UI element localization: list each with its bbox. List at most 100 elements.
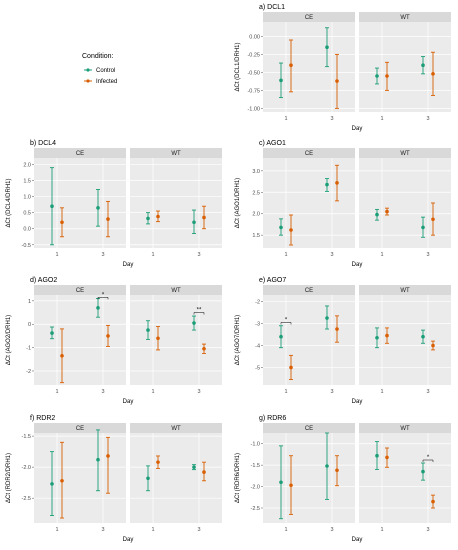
facet-label: WT bbox=[400, 15, 410, 21]
plot-area bbox=[34, 433, 126, 523]
mean-marker bbox=[289, 365, 293, 370]
point-control-day1 bbox=[279, 218, 283, 236]
x-tick-label: 1 bbox=[151, 527, 154, 533]
plot-area bbox=[263, 433, 355, 523]
x-tick-label: 3 bbox=[330, 389, 333, 395]
y-tick-label: -1.00 bbox=[247, 106, 260, 112]
mean-marker bbox=[146, 216, 150, 221]
y-tick-label: -2 bbox=[26, 369, 31, 375]
x-tick-label: 3 bbox=[197, 389, 200, 395]
facet-label: CE bbox=[305, 288, 313, 294]
point-infected-day1 bbox=[385, 447, 389, 468]
x-tick-label: 3 bbox=[426, 527, 429, 533]
facet-strip bbox=[263, 423, 355, 433]
x-axis-label: Day bbox=[123, 399, 134, 405]
panel-title: a) DCL1 bbox=[259, 4, 285, 11]
y-tick-label: -1.5 bbox=[22, 434, 31, 440]
point-infected-day1 bbox=[156, 210, 160, 223]
significance-label: * bbox=[285, 317, 288, 323]
x-tick-label: 3 bbox=[197, 252, 200, 258]
panel-title: c) AGO1 bbox=[259, 140, 286, 147]
mean-marker bbox=[421, 334, 425, 339]
y-axis-label: ΔCt (RDR2/DRH1) bbox=[6, 453, 12, 503]
mean-marker bbox=[192, 321, 196, 325]
mean-marker bbox=[279, 334, 283, 339]
facet-ce: CE 1 3 bbox=[263, 423, 355, 533]
mean-marker bbox=[96, 457, 100, 462]
facet-strip bbox=[359, 12, 451, 22]
facet-strip bbox=[263, 285, 355, 295]
mean-marker bbox=[60, 220, 64, 225]
point-control-day1 bbox=[146, 320, 150, 340]
bracket-line bbox=[280, 322, 292, 325]
mean-marker bbox=[431, 499, 435, 504]
x-tick-label: 1 bbox=[380, 389, 383, 395]
mean-marker bbox=[60, 353, 64, 358]
x-tick-label: 3 bbox=[426, 252, 429, 258]
x-tick-label: 3 bbox=[330, 527, 333, 533]
point-infected-day1 bbox=[385, 207, 389, 216]
mean-marker bbox=[421, 469, 425, 474]
mean-marker bbox=[375, 336, 379, 340]
y-tick-label: 0.0 bbox=[23, 227, 31, 233]
x-tick-label: 3 bbox=[330, 116, 333, 122]
panel-title: b) DCL4 bbox=[30, 140, 56, 147]
mean-marker bbox=[146, 328, 150, 332]
mean-marker bbox=[325, 45, 329, 49]
y-tick-label: 1.0 bbox=[23, 195, 31, 201]
y-tick-label: 0 bbox=[28, 322, 31, 328]
facet-strip bbox=[359, 285, 451, 295]
point-infected-day1 bbox=[60, 441, 64, 519]
facet-strip bbox=[34, 423, 126, 433]
point-control-day1 bbox=[279, 325, 283, 349]
mean-marker bbox=[202, 470, 206, 474]
x-tick-label: 1 bbox=[380, 252, 383, 258]
point-control-day1 bbox=[50, 451, 54, 517]
facet-label: CE bbox=[305, 15, 313, 21]
plot-area bbox=[263, 22, 355, 112]
x-tick-label: 3 bbox=[330, 252, 333, 258]
x-tick-label: 3 bbox=[426, 389, 429, 395]
x-axis-label: Day bbox=[352, 262, 363, 268]
facet-wt: WT 1 3 bbox=[130, 423, 222, 533]
mean-marker bbox=[335, 327, 339, 331]
y-tick-label: -5 bbox=[255, 365, 260, 371]
y-tick-label: 2.5 bbox=[252, 190, 260, 196]
significance-bracket: * bbox=[97, 292, 109, 300]
mean-marker bbox=[106, 334, 110, 338]
panel-ago7: e) AGO7 ΔCt (AGO7/DRH1) -2 -3 -4 -5 CE 1 3 * WT 1 3 D… bbox=[235, 277, 451, 405]
y-tick-label: 3.0 bbox=[252, 169, 260, 175]
y-axis-label: ΔCt (DCL1/DRH1) bbox=[235, 42, 241, 91]
facet-strip bbox=[263, 12, 355, 22]
point-control-day1 bbox=[279, 445, 283, 520]
facet-strip bbox=[34, 148, 126, 158]
point-infected-day1 bbox=[385, 61, 389, 91]
facet-ce: CE 1 3 * bbox=[263, 285, 355, 395]
x-axis-label: Day bbox=[352, 126, 363, 132]
point-infected-day3 bbox=[431, 51, 435, 96]
point-control-day3 bbox=[96, 189, 100, 227]
facet-label: WT bbox=[171, 151, 181, 157]
mean-marker bbox=[431, 217, 435, 222]
y-tick-label: -2.0 bbox=[251, 485, 260, 491]
mean-marker bbox=[431, 72, 435, 76]
point-control-day1 bbox=[375, 208, 379, 221]
legend-title: Condition: bbox=[82, 53, 114, 60]
mean-marker bbox=[96, 206, 100, 210]
y-axis-label: ΔCt (DCL4/DRH1) bbox=[6, 178, 12, 227]
x-tick-label: 1 bbox=[284, 389, 287, 395]
point-control-day3 bbox=[325, 27, 329, 68]
point-infected-day3 bbox=[431, 202, 435, 236]
mean-marker bbox=[325, 182, 329, 187]
mean-marker bbox=[289, 63, 293, 67]
point-control-day1 bbox=[146, 212, 150, 225]
facet-label: CE bbox=[305, 151, 313, 157]
mean-marker bbox=[146, 476, 150, 481]
panel-ago2: d) AGO2 ΔCt (AGO2/DRH1) 1 0 -1 -2 CE 1 3 * WT 1 3 ** D… bbox=[6, 277, 222, 405]
point-infected-day3 bbox=[431, 340, 435, 351]
x-tick-label: 1 bbox=[380, 116, 383, 122]
facet-ce: CE 1 3 * bbox=[34, 285, 126, 395]
x-tick-label: 1 bbox=[55, 527, 58, 533]
